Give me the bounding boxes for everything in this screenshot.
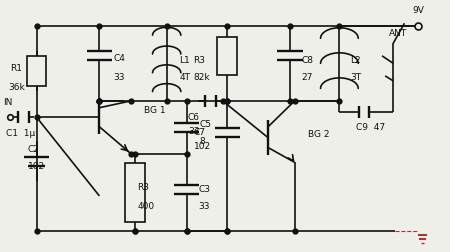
Text: C2: C2: [27, 145, 40, 154]
Bar: [217, 37, 237, 75]
Text: 3T: 3T: [351, 73, 362, 82]
Text: 400: 400: [138, 202, 155, 211]
Text: 8: 8: [199, 137, 205, 146]
Text: IN: IN: [3, 98, 12, 107]
Text: 33: 33: [188, 127, 199, 136]
Text: C9  47: C9 47: [356, 123, 385, 132]
Text: R1: R1: [10, 64, 22, 73]
Text: C5: C5: [199, 120, 211, 129]
Text: BG 2: BG 2: [308, 130, 329, 139]
Text: R3: R3: [194, 56, 206, 65]
Text: C7: C7: [194, 128, 206, 137]
Text: C3: C3: [198, 185, 210, 194]
Text: 27: 27: [301, 73, 313, 82]
Text: ANT: ANT: [389, 29, 407, 38]
Text: BG 1: BG 1: [144, 106, 166, 115]
Text: L1: L1: [179, 56, 190, 65]
Text: 4T: 4T: [179, 73, 190, 82]
Bar: [27, 56, 46, 86]
Text: C4: C4: [114, 54, 126, 63]
Bar: [126, 163, 145, 222]
Text: 102: 102: [27, 162, 45, 171]
Text: L2: L2: [351, 56, 361, 65]
Text: C6: C6: [188, 113, 200, 122]
Text: 102: 102: [194, 142, 211, 150]
Text: R3: R3: [138, 183, 149, 192]
Text: 33: 33: [114, 73, 125, 82]
Text: C8: C8: [301, 56, 313, 65]
Text: 9V: 9V: [412, 6, 424, 15]
Text: 33: 33: [198, 202, 210, 211]
Text: C1  1μ: C1 1μ: [6, 129, 36, 138]
Text: 36k: 36k: [8, 83, 25, 92]
Text: 82k: 82k: [194, 73, 210, 82]
